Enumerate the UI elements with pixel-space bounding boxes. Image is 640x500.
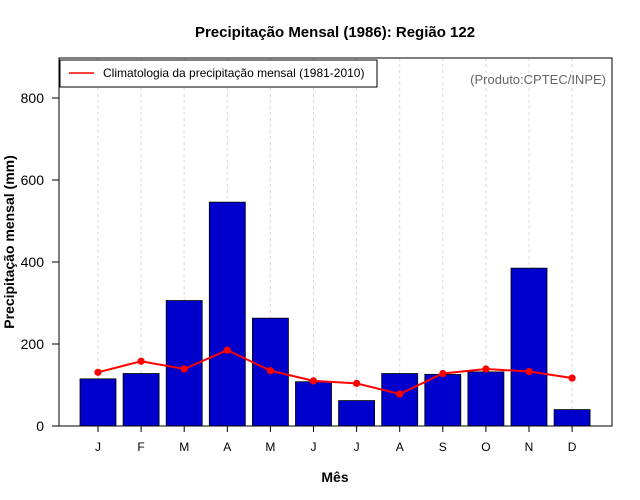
climatology-line (97, 349, 573, 396)
bar-j-7 (338, 400, 376, 427)
climatology-point (568, 374, 576, 382)
climatology-point (482, 365, 490, 373)
y-tick-label: 0 (36, 418, 44, 434)
x-tick-label: N (525, 440, 534, 454)
y-axis-title: Precipitação mensal (mm) (1, 155, 17, 329)
climatology-series (94, 346, 576, 398)
x-tick-label: J (95, 440, 101, 454)
y-tick-label: 200 (21, 336, 45, 352)
legend: Climatologia da precipitação mensal (198… (59, 59, 378, 88)
bar-a-8 (381, 373, 419, 427)
x-tick-label: J (311, 440, 317, 454)
y-tick-label: 600 (21, 172, 45, 188)
x-tick-label: M (265, 440, 275, 454)
climatology-point (309, 377, 318, 385)
y-axis: 0 200 400 600 800 (21, 90, 60, 434)
legend-label-climatology: Climatologia da precipitação mensal (198… (103, 66, 364, 80)
x-tick-label: J (354, 440, 360, 454)
bar-j-6 (295, 381, 332, 427)
x-tick-label: A (396, 440, 404, 454)
x-tick-label: S (439, 440, 447, 454)
bar-f-2 (122, 373, 160, 427)
climatology-point (137, 357, 145, 365)
chart-title: Precipitação Mensal (1986): Região 122 (195, 24, 475, 41)
climatology-point (94, 368, 102, 376)
bar-j-1 (79, 378, 117, 427)
x-tick-label: M (179, 440, 189, 454)
legend-box (59, 59, 378, 88)
climatology-point (525, 367, 533, 376)
x-tick-label: F (137, 440, 144, 454)
climatology-point (353, 379, 361, 387)
climatology-point (266, 367, 274, 375)
bar-series (79, 201, 591, 427)
credit-text: (Produto:CPTEC/INPE) (470, 72, 606, 87)
x-tick-label: D (568, 440, 577, 454)
bar-a-4 (208, 201, 246, 427)
bar-d-12 (553, 409, 591, 427)
y-tick-label: 400 (21, 254, 45, 270)
climatology-point (223, 346, 231, 354)
x-tick-label: A (223, 440, 231, 454)
climatology-point (396, 390, 404, 398)
bar-s-9 (424, 373, 462, 427)
y-tick-label: 800 (21, 90, 45, 106)
x-axis-title: Mês (321, 469, 348, 485)
climatology-point (180, 365, 188, 373)
x-tick-label: O (481, 440, 490, 454)
climatology-point (439, 369, 447, 378)
bar-n-11 (510, 267, 548, 427)
bar-o-10 (467, 371, 505, 427)
